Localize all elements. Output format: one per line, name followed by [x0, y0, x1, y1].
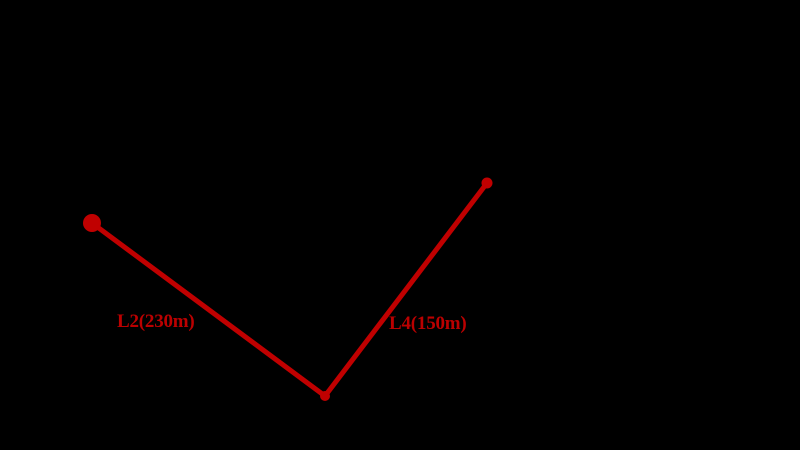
node-vertex-dot[interactable] [320, 391, 330, 401]
node-end-dot[interactable] [481, 177, 493, 189]
segment-label-l2: L2(230m) [117, 311, 195, 332]
node-start-dot[interactable] [83, 214, 101, 232]
segment-label-l4: L4(150m) [389, 313, 467, 334]
